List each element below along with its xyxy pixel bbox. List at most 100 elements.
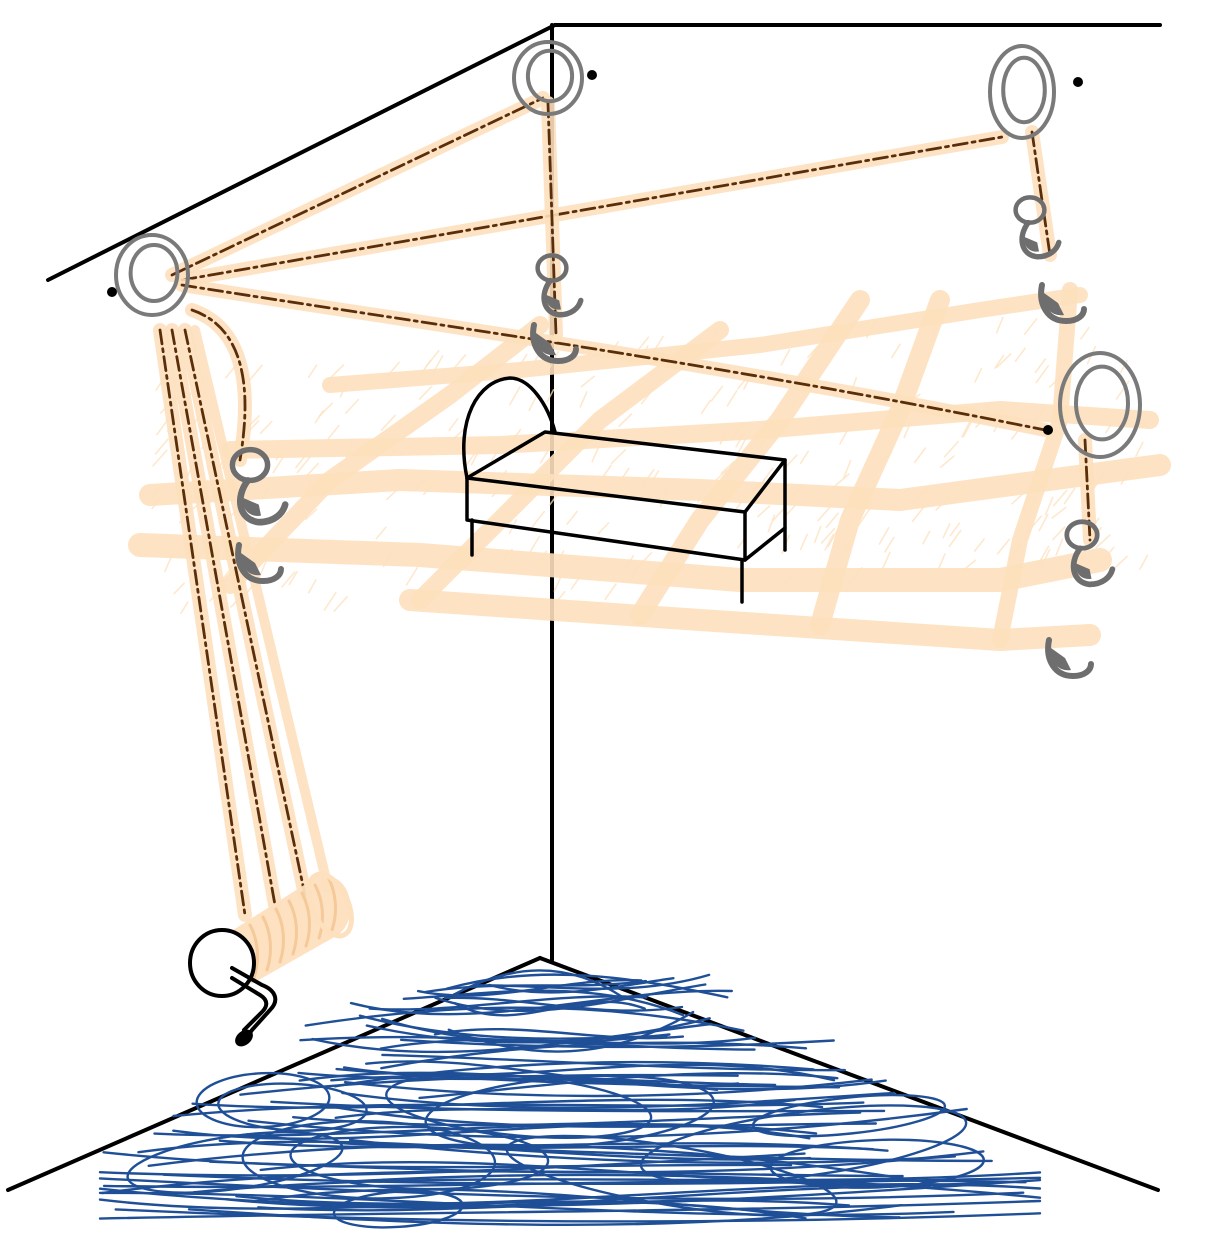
rope-left-to-top-core (170, 96, 545, 277)
floor-scribble-loop (241, 1119, 497, 1200)
floor-scribble-stroke (172, 1101, 865, 1118)
net-hatch (375, 526, 387, 540)
net-hatch (729, 422, 745, 440)
floor-scribble-stroke (416, 978, 643, 997)
net-hatch (580, 375, 595, 388)
net-hatch (940, 455, 955, 468)
net-hatch (1026, 515, 1042, 533)
net-hatch (436, 397, 451, 411)
net-hatch (922, 530, 931, 545)
net-hatch (952, 484, 966, 504)
bed-icon (462, 376, 787, 604)
net-hatch (149, 486, 160, 504)
net-hatch (973, 538, 985, 552)
net-hatch (385, 361, 400, 379)
ceiling-left-edge (46, 23, 557, 282)
net-hatch (301, 486, 318, 500)
net-hatch (1022, 496, 1032, 511)
net-hatch (1135, 441, 1144, 457)
net-hatch (911, 505, 925, 523)
ceiling-rings (107, 40, 1142, 459)
net-hatch (760, 467, 774, 484)
net-hatch (974, 368, 983, 383)
floor-scribble-stroke (102, 1151, 793, 1169)
net-hatch (640, 387, 655, 405)
net-hatch (421, 593, 437, 607)
winch-crank-handle (235, 1029, 253, 1047)
net-hatch (328, 364, 345, 380)
net-hatch (1041, 548, 1051, 567)
net-hatch (537, 550, 548, 566)
net-hatch (496, 469, 507, 490)
net-hatch (1038, 545, 1050, 564)
floor-scribble-stroke (350, 1173, 1042, 1199)
net-hatch (1120, 468, 1132, 485)
hook-icon (1045, 637, 1094, 680)
net-hatch (714, 469, 728, 482)
hook-icon (1013, 195, 1062, 260)
net-hatch (942, 523, 951, 539)
net-hatch (423, 477, 438, 496)
net-hatch (638, 552, 653, 566)
net-hatch (672, 564, 686, 582)
net-hatch (961, 418, 972, 438)
net-hatch (591, 446, 600, 463)
floor-scribble-stroke (402, 989, 685, 1017)
net-hatch (307, 364, 318, 378)
hook-icon (535, 253, 584, 318)
net-hatch (624, 555, 635, 569)
net-hatch (528, 535, 541, 555)
floor-scribble-stroke (333, 1060, 815, 1088)
net-hatch (772, 486, 786, 501)
bed-mattress-front (465, 476, 747, 562)
net-hatch (549, 490, 561, 506)
net-hatch (825, 512, 839, 529)
net-hatch (579, 391, 588, 408)
net-hatch (501, 548, 513, 563)
net-hatch (1080, 326, 1090, 340)
floor-scribble-stroke (445, 973, 729, 999)
net-hatch (843, 459, 852, 479)
net-hatch (1100, 546, 1115, 564)
floor-scribble-stroke (239, 1073, 739, 1096)
net-hatch (915, 488, 931, 501)
net-hatch (305, 462, 320, 477)
floor-scribble-loop (126, 1131, 344, 1194)
net-hatch (734, 493, 748, 512)
net-hatch (432, 355, 444, 374)
net-hatch (943, 440, 960, 458)
net-hatch (156, 418, 169, 436)
floor-cushion-scribble (98, 969, 1042, 1229)
net-hatch (304, 508, 318, 521)
net-hatch (995, 316, 1004, 334)
net-band-horizontal (128, 533, 1112, 592)
floor-scribble-stroke (98, 1177, 1025, 1201)
net-hatch (813, 525, 822, 544)
floor-scribble-stroke (304, 1006, 745, 1032)
net-hatch (1011, 492, 1025, 505)
net-hatch (555, 590, 566, 603)
winch-drum-end (306, 871, 354, 939)
floor-scribble-loop (289, 1125, 550, 1191)
hook-icon (1064, 519, 1116, 588)
net-hatch (592, 479, 606, 493)
net-hatch (410, 415, 420, 433)
floor-scribble-stroke (114, 1208, 1042, 1223)
net-band-horizontal (399, 589, 1101, 651)
net-hooks (229, 195, 1116, 680)
net-hatch (1034, 358, 1047, 374)
bed-headboard (462, 376, 557, 480)
net-band-diagonal (411, 321, 729, 609)
net-hatch (323, 591, 337, 611)
net-hatch (648, 470, 660, 487)
net-hatch (1014, 347, 1026, 362)
net-hatch (1055, 538, 1064, 556)
net-hatch (345, 398, 360, 414)
ring-anchor-bolt (107, 287, 117, 297)
net-hatch (757, 505, 771, 518)
net-hatch (259, 420, 273, 435)
hook-icon (1038, 282, 1087, 325)
rope-to-winch-4 (190, 325, 333, 893)
net-hatch (1083, 555, 1098, 569)
net-hatch (866, 492, 880, 509)
